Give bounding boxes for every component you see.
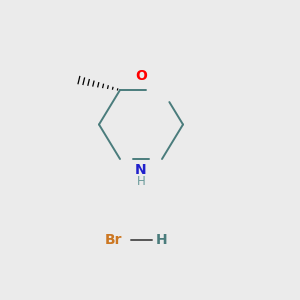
- Text: Br: Br: [105, 233, 123, 247]
- Text: N: N: [135, 163, 147, 176]
- Text: H: H: [156, 233, 168, 247]
- Text: H: H: [136, 175, 146, 188]
- Text: O: O: [135, 70, 147, 83]
